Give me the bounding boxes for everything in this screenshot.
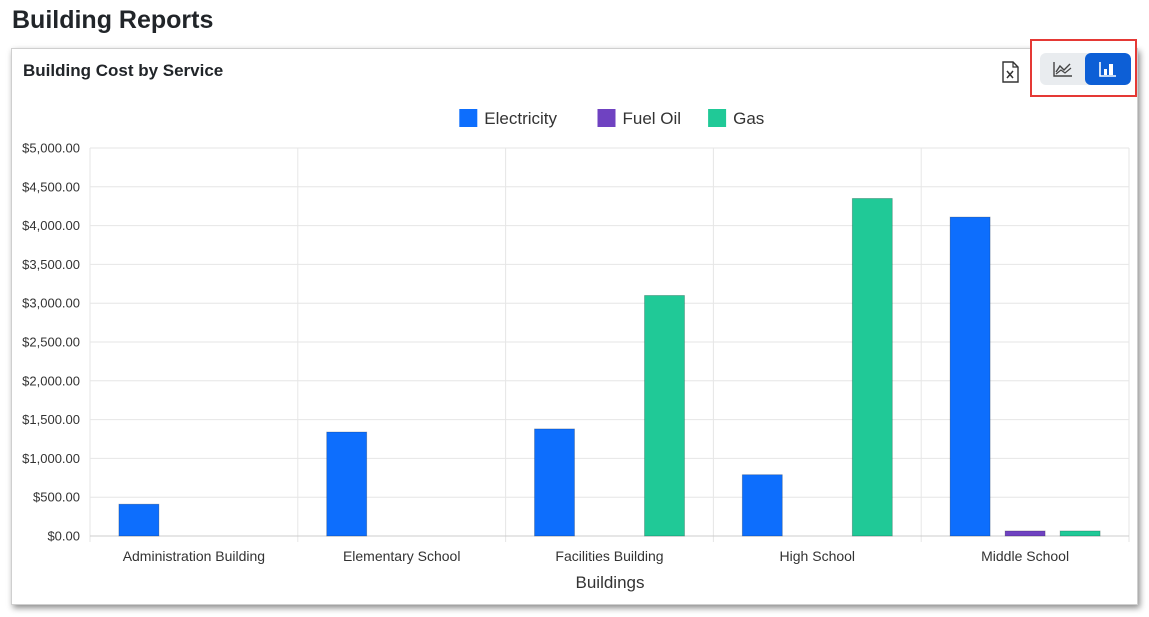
y-tick-label: $500.00 [33, 490, 80, 505]
chart-card: Building Cost by Service [11, 39, 1138, 605]
x-tick-label: High School [780, 548, 856, 564]
line-chart-icon [1053, 62, 1072, 77]
bar-electricity[interactable] [534, 428, 575, 537]
legend-item-gas[interactable]: Gas [708, 109, 764, 128]
legend-item-electricity[interactable]: Electricity [459, 109, 558, 128]
y-tick-label: $5,000.00 [22, 141, 80, 156]
y-tick-label: $2,500.00 [22, 335, 80, 350]
y-tick-label: $1,000.00 [22, 451, 80, 466]
bar-chart: Electricity Fuel Oil Gas $0.00 $500.00 $1,00… [22, 109, 1130, 592]
x-axis: Administration Building Elementary School… [123, 548, 1069, 564]
bar-gas[interactable] [644, 295, 685, 537]
chart-bars [118, 198, 1101, 537]
legend-swatch [459, 109, 478, 127]
x-tick-label: Elementary School [343, 548, 461, 564]
legend-item-fuel-oil[interactable]: Fuel Oil [597, 109, 682, 128]
legend-label: Electricity [484, 109, 557, 128]
y-tick-label: $4,500.00 [22, 179, 80, 194]
chart-view-toggle [1030, 39, 1137, 97]
x-tick-label: Facilities Building [555, 548, 663, 564]
bar-electricity[interactable] [949, 216, 991, 537]
bar-gas[interactable] [851, 198, 893, 537]
chart-legend: Electricity Fuel Oil Gas [459, 109, 764, 128]
x-tick-label: Administration Building [123, 548, 265, 564]
bar-electricity[interactable] [118, 503, 160, 537]
y-tick-label: $0.00 [47, 529, 80, 544]
legend-label: Gas [733, 109, 764, 128]
y-tick-label: $3,000.00 [22, 296, 80, 311]
page-title: Building Reports [12, 6, 214, 34]
bar-electricity[interactable] [326, 431, 368, 537]
y-tick-label: $4,000.00 [22, 218, 80, 233]
excel-export-button[interactable] [1000, 61, 1020, 83]
x-tick-label: Middle School [981, 548, 1069, 564]
legend-label: Fuel Oil [623, 109, 682, 128]
x-axis-title: Buildings [576, 573, 645, 592]
bar-chart-icon [1099, 62, 1116, 77]
y-axis: $0.00 $500.00 $1,000.00 $1,500.00 $2,000.00 $… [22, 141, 80, 544]
bar-fuel-oil[interactable] [1004, 530, 1046, 537]
y-tick-label: $2,000.00 [22, 373, 80, 388]
y-tick-label: $3,500.00 [22, 257, 80, 272]
excel-export-icon [1002, 61, 1019, 83]
card-title: Building Cost by Service [23, 61, 224, 80]
bar-gas[interactable] [1059, 530, 1101, 537]
bar-view-button[interactable] [1085, 53, 1131, 85]
bar-electricity[interactable] [741, 474, 783, 537]
legend-swatch [708, 109, 727, 127]
y-tick-label: $1,500.00 [22, 412, 80, 427]
legend-swatch [597, 109, 616, 127]
line-view-button[interactable] [1040, 53, 1086, 85]
view-toggle-group [1040, 53, 1131, 85]
